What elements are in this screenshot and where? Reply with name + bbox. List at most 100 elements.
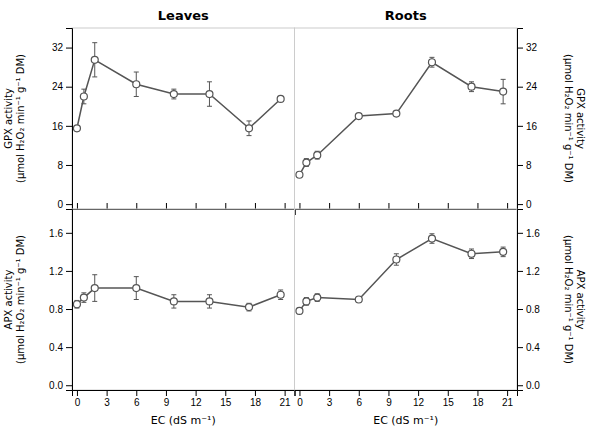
tick-label: 12 [191, 397, 203, 408]
error-bar [171, 295, 176, 308]
tick: 24 [517, 81, 538, 92]
error-bar [81, 293, 86, 303]
tick [166, 203, 167, 209]
tick-label: 0.0 [49, 380, 63, 391]
tick-label: 9 [386, 397, 392, 408]
tick: 0 [57, 199, 72, 210]
error-bar [134, 277, 139, 300]
y-axis: 08162432 [52, 29, 73, 210]
error-bar [304, 159, 309, 167]
tick-mark [66, 126, 72, 127]
tick-mark [77, 390, 78, 396]
error-bar [356, 297, 361, 303]
plot-frame [72, 28, 295, 209]
error-bar [134, 72, 139, 96]
plot-area [296, 57, 507, 178]
tick: 1.6 [517, 228, 540, 239]
tick: 0 [297, 390, 303, 408]
point [303, 298, 310, 305]
tick-mark [299, 390, 300, 396]
tick-mark [477, 203, 478, 209]
tick-mark [225, 390, 226, 396]
error-bar [171, 89, 176, 99]
tick-mark [136, 203, 137, 209]
point [133, 81, 140, 88]
tick-mark [359, 390, 360, 396]
tick-mark [418, 390, 419, 396]
tick-label: 16 [526, 121, 538, 132]
tick-mark [329, 203, 330, 209]
tick-label: 6 [356, 397, 362, 408]
point [355, 113, 362, 120]
point [91, 56, 98, 63]
panel: 0369121518210.00.40.81.21.6EC (dS m⁻¹)AP… [3, 209, 295, 427]
tick-label: 21 [502, 397, 514, 408]
tick-mark [196, 203, 197, 209]
tick-mark [66, 309, 72, 310]
y-axis-title: GPX activity(μmol H₂O₂ min⁻¹ g⁻¹ DM) [563, 54, 586, 183]
point [428, 235, 435, 242]
tick-mark [166, 390, 167, 396]
tick-mark [66, 271, 72, 272]
tick-label: 0 [297, 397, 303, 408]
point [393, 110, 400, 117]
tick-label: 15 [443, 397, 455, 408]
panel: 08162432RootsGPX activity(μmol H₂O₂ min⁻… [295, 8, 587, 215]
tick: 21 [502, 390, 514, 408]
point [296, 171, 303, 178]
y-axis: 0.00.40.81.21.6 [49, 210, 72, 391]
line [299, 62, 503, 175]
tick-mark [388, 390, 389, 396]
tick-mark [107, 203, 108, 209]
error-bar [304, 298, 309, 306]
tick-mark [77, 203, 78, 209]
point [277, 291, 284, 298]
tick-mark [255, 203, 256, 209]
plot-area [73, 275, 284, 311]
tick: 12 [413, 390, 425, 408]
tick-mark [517, 126, 523, 127]
error-bar [429, 234, 434, 244]
tick: 3 [327, 390, 333, 408]
tick: 0.0 [517, 380, 540, 391]
point [500, 248, 507, 255]
tick-mark [448, 390, 449, 396]
tick-mark [448, 203, 449, 209]
tick-label: 15 [220, 397, 232, 408]
point [468, 83, 475, 90]
tick: 6 [134, 390, 140, 408]
tick-mark [225, 203, 226, 209]
point [206, 91, 213, 98]
tick: 0.8 [517, 304, 540, 315]
axis-line [73, 391, 296, 397]
tick-mark [517, 271, 523, 272]
tick-label: 0.8 [49, 304, 63, 315]
tick-mark [477, 390, 478, 396]
point [296, 307, 303, 314]
axis-line [518, 210, 524, 391]
tick-label: 24 [52, 81, 64, 92]
tick: 15 [220, 390, 232, 408]
point [73, 125, 80, 132]
tick [225, 203, 226, 209]
chart: 08162432LeavesGPX activity(μmol H₂O₂ min… [0, 0, 589, 432]
tick-label: 0 [526, 199, 532, 210]
tick: 15 [443, 390, 455, 408]
point [303, 159, 310, 166]
y-axis: 08162432 [517, 29, 538, 210]
error-bar [247, 121, 252, 136]
tick-label: 0.4 [526, 342, 540, 353]
tick-mark [66, 347, 72, 348]
tick: 8 [57, 160, 72, 171]
point [355, 296, 362, 303]
tick-mark [285, 390, 286, 396]
tick-mark [517, 233, 523, 234]
point [314, 152, 321, 159]
tick: 0.4 [49, 342, 72, 353]
tick: 24 [52, 81, 72, 92]
tick-label: 18 [472, 397, 484, 408]
tick-mark [517, 204, 523, 205]
tick: 0 [75, 390, 81, 408]
tick-label: 8 [526, 160, 532, 171]
error-bar [469, 82, 474, 92]
